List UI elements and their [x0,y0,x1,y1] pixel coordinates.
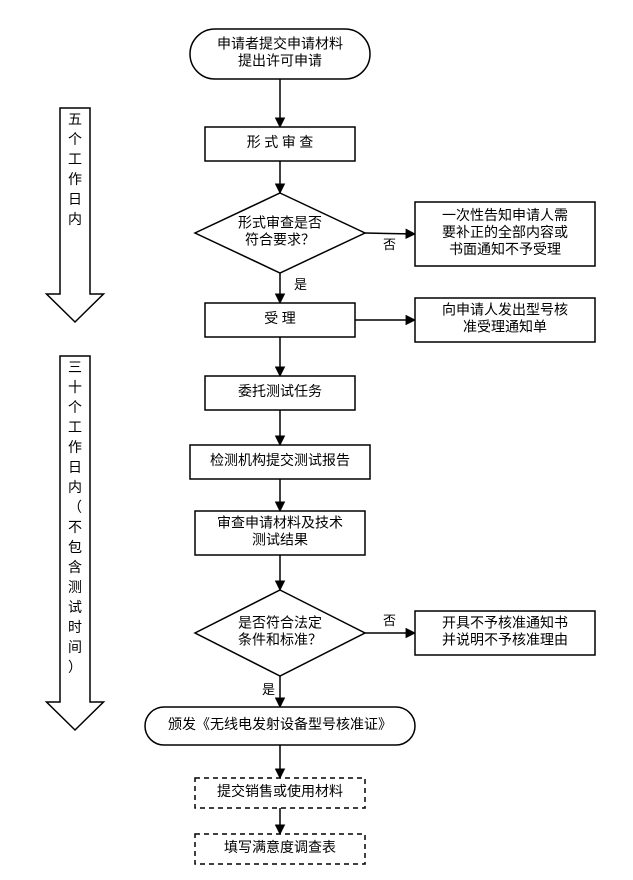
node-side1: 一次性告知申请人需要补正的全部内容或书面通知不予受理 [415,202,595,266]
timeline-2-char: 试 [68,600,82,616]
timeline-2-char: （ [68,500,82,516]
edge-label-decision2-issue: 是 [262,682,275,697]
edge-label-decision1-accept: 是 [294,277,307,292]
node-side2-text: 向申请人发出型号核 [442,303,568,319]
node-review_tech-text: 审查申请材料及技术 [217,516,343,532]
node-formal_review-text: 形 式 审 查 [247,135,314,151]
node-decision1: 形式审查是否符合要求？ [195,193,365,273]
node-start-text: 申请者提交申请材料 [217,36,343,53]
node-entrust-text: 委托测试任务 [238,384,322,400]
node-side2-text: 准受理通知单 [463,319,547,336]
edge-label-decision1-side1: 否 [383,237,396,252]
node-entrust: 委托测试任务 [205,376,355,410]
node-side3-text: 并说明不予核准理由 [442,633,568,649]
node-survey-text: 填写满意度调查表 [224,839,336,856]
timeline-arrow-1: 五个工作日内 [47,108,104,322]
node-side2: 向申请人发出型号核准受理通知单 [415,298,595,342]
timeline-1-char: 内 [68,212,82,228]
node-submit_sales-text: 提交销售或使用材料 [217,783,343,800]
node-decision1-text: 形式审查是否 [238,216,322,232]
edge-decision1-side1 [365,233,415,234]
node-accept: 受 理 [205,303,355,337]
timeline-1-char: 工 [68,153,82,168]
node-start-text: 提出许可申请 [238,54,322,70]
timeline-2-char: 三 [68,361,82,376]
node-review_tech-text: 测试结果 [252,533,308,549]
node-decision2-text: 条件和标准？ [238,632,322,649]
timeline-1-char: 作 [68,172,82,188]
node-submit_sales: 提交销售或使用材料 [195,778,365,808]
timeline-2-char: 测 [68,580,82,596]
edge-label-decision2-side3: 否 [383,613,396,628]
node-side1-text: 一次性告知申请人需 [442,207,568,224]
node-decision1-text: 符合要求？ [245,233,315,249]
node-decision2: 是否符合法定条件和标准？ [195,590,365,676]
timeline-2-char: 工 [68,421,82,436]
node-decision2-text: 是否符合法定 [238,616,322,632]
timeline-arrow-2: 三十个工作日内 （ 不包含测试时间 ） [47,356,104,730]
node-review_tech: 审查申请材料及技术测试结果 [195,511,365,555]
timeline-1-char: 五 [68,113,82,128]
timeline-2-char: 十 [68,380,82,396]
node-side3-text: 开具不予核准通知书 [442,615,568,632]
node-issue: 颁发《无线电发射设备型号核准证》 [145,707,415,745]
node-report: 检测机构提交测试报告 [190,445,370,479]
timeline-2-char: 间 [68,640,82,656]
timeline-1-char: 日 [68,193,82,208]
timeline-2-char: 日 [68,461,82,476]
node-start: 申请者提交申请材料提出许可申请 [190,29,370,79]
timeline-2-char: 个 [68,400,82,416]
timeline-2-char: 时 [68,620,82,636]
timeline-2-char: 作 [68,440,82,456]
node-accept-text: 受 理 [264,311,296,327]
timeline-2-char: 包 [68,540,82,556]
node-side1-text: 要补正的全部内容或 [442,224,568,241]
timeline-2-char: 内 [68,480,82,496]
node-side3: 开具不予核准通知书并说明不予核准理由 [415,611,595,655]
node-report-text: 检测机构提交测试报告 [210,452,350,469]
timeline-2-char: 不 [68,521,82,536]
timeline-1-char: 个 [68,132,82,148]
node-issue-text: 颁发《无线电发射设备型号核准证》 [168,716,392,733]
node-side1-text: 书面通知不予受理 [449,241,561,258]
node-formal_review: 形 式 审 查 [205,127,355,161]
timeline-2-char: 含 [68,560,82,576]
node-survey: 填写满意度调查表 [195,834,365,864]
timeline-2-char: ） [68,660,82,676]
